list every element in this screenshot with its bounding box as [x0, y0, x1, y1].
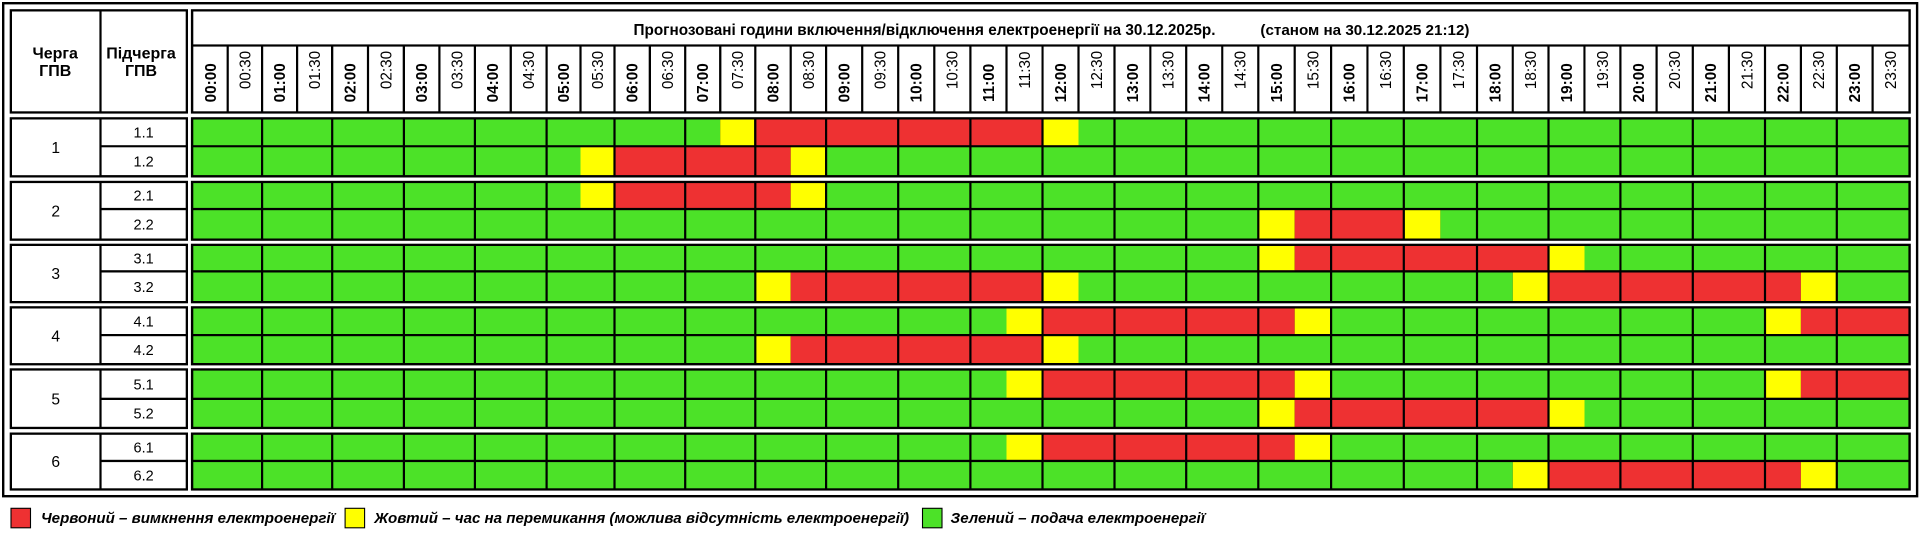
svg-text:13:30: 13:30	[1161, 51, 1178, 89]
svg-text:ГПВ: ГПВ	[125, 63, 157, 80]
svg-text:10:00: 10:00	[909, 63, 926, 102]
svg-text:17:00: 17:00	[1415, 63, 1432, 102]
svg-text:04:00: 04:00	[485, 63, 502, 102]
svg-text:Прогнозовані години включення/: Прогнозовані години включення/відключенн…	[634, 22, 1216, 39]
svg-text:11:30: 11:30	[1017, 51, 1034, 88]
svg-text:15:00: 15:00	[1269, 63, 1286, 102]
svg-text:10:30: 10:30	[945, 51, 962, 89]
svg-text:2: 2	[51, 203, 60, 220]
svg-text:1: 1	[51, 140, 60, 157]
svg-text:01:00: 01:00	[272, 63, 289, 102]
svg-text:1.2: 1.2	[134, 155, 154, 171]
svg-text:16:00: 16:00	[1342, 63, 1359, 102]
svg-text:4.2: 4.2	[134, 343, 154, 359]
svg-text:2.1: 2.1	[134, 189, 154, 205]
svg-text:07:00: 07:00	[695, 63, 712, 102]
svg-text:20:30: 20:30	[1667, 51, 1684, 89]
svg-text:(станом на 30.12.2025 21:12): (станом на 30.12.2025 21:12)	[1260, 22, 1469, 39]
svg-text:20:00: 20:00	[1631, 63, 1648, 102]
svg-text:ГПВ: ГПВ	[39, 63, 71, 80]
svg-text:13:00: 13:00	[1125, 63, 1142, 102]
svg-text:1.1: 1.1	[134, 126, 154, 142]
svg-text:16:30: 16:30	[1378, 51, 1395, 89]
svg-text:06:30: 06:30	[660, 51, 677, 89]
svg-text:00:00: 00:00	[203, 63, 220, 102]
svg-text:12:00: 12:00	[1053, 63, 1070, 102]
svg-text:19:00: 19:00	[1559, 63, 1576, 102]
svg-text:3.2: 3.2	[134, 280, 154, 296]
svg-text:4.1: 4.1	[134, 315, 154, 331]
svg-text:2.2: 2.2	[134, 218, 154, 234]
svg-text:00:30: 00:30	[237, 51, 254, 89]
svg-text:22:00: 22:00	[1775, 63, 1792, 102]
svg-text:17:30: 17:30	[1451, 51, 1468, 89]
svg-text:5.2: 5.2	[134, 407, 154, 423]
svg-text:Жовтий – час на перемикання (м: Жовтий – час на перемикання (можлива від…	[373, 510, 909, 527]
svg-text:Зелений – подача електроенергі: Зелений – подача електроенергії	[951, 510, 1207, 527]
svg-text:15:30: 15:30	[1305, 51, 1322, 89]
svg-text:04:30: 04:30	[521, 51, 538, 89]
svg-text:22:30: 22:30	[1811, 51, 1828, 89]
svg-text:09:00: 09:00	[837, 63, 854, 102]
svg-text:05:00: 05:00	[556, 63, 573, 102]
svg-text:6: 6	[51, 454, 60, 471]
svg-text:6.1: 6.1	[134, 441, 154, 457]
svg-text:18:00: 18:00	[1487, 63, 1504, 102]
svg-text:14:00: 14:00	[1197, 63, 1214, 102]
svg-text:23:00: 23:00	[1847, 63, 1864, 102]
svg-text:07:30: 07:30	[730, 51, 747, 89]
svg-text:12:30: 12:30	[1089, 51, 1106, 89]
svg-text:5: 5	[51, 391, 60, 408]
svg-text:3.1: 3.1	[134, 251, 154, 267]
svg-text:01:30: 01:30	[307, 51, 324, 89]
svg-text:06:00: 06:00	[625, 63, 642, 102]
svg-text:4: 4	[51, 328, 60, 345]
svg-text:18:30: 18:30	[1523, 51, 1540, 89]
svg-text:02:00: 02:00	[343, 63, 360, 102]
svg-text:Черга: Черга	[32, 46, 78, 63]
svg-text:14:30: 14:30	[1233, 51, 1250, 89]
svg-text:6.2: 6.2	[134, 468, 154, 484]
svg-text:3: 3	[51, 266, 60, 283]
svg-text:05:30: 05:30	[590, 51, 607, 89]
svg-text:11:00: 11:00	[981, 64, 998, 102]
svg-text:19:30: 19:30	[1595, 51, 1612, 89]
svg-text:02:30: 02:30	[378, 51, 395, 89]
svg-text:08:00: 08:00	[765, 63, 782, 102]
svg-text:21:00: 21:00	[1703, 63, 1720, 102]
svg-text:09:30: 09:30	[873, 51, 890, 89]
svg-text:21:30: 21:30	[1739, 51, 1756, 89]
svg-text:08:30: 08:30	[801, 51, 818, 89]
svg-text:5.1: 5.1	[134, 377, 154, 393]
svg-text:03:00: 03:00	[414, 63, 431, 102]
svg-text:Червоний – вимкнення електроен: Червоний – вимкнення електроенергії	[41, 510, 337, 527]
svg-text:23:30: 23:30	[1883, 51, 1900, 89]
svg-text:Підчерга: Підчерга	[106, 46, 176, 63]
svg-text:03:30: 03:30	[450, 51, 467, 89]
